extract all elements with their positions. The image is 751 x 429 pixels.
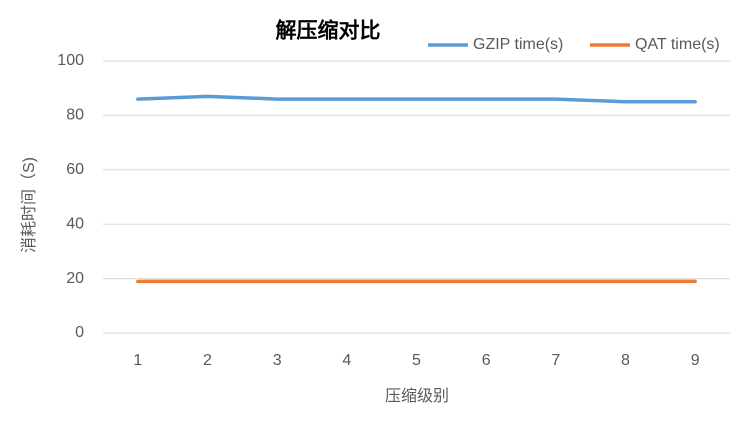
x-tick-label: 5 [412, 352, 421, 369]
x-tick-label: 3 [273, 352, 282, 369]
x-tick-label: 8 [621, 352, 630, 369]
y-tick-label: 0 [75, 324, 84, 341]
y-tick-label: 80 [66, 107, 84, 124]
x-tick-label: 6 [482, 352, 491, 369]
x-tick-label: 7 [551, 352, 560, 369]
x-tick-label: 9 [691, 352, 700, 369]
y-tick-label: 100 [57, 52, 84, 69]
x-tick-label: 1 [133, 352, 142, 369]
y-axis-label: 消耗时间（S) [20, 157, 38, 253]
chart-title: 解压缩对比 [276, 19, 381, 43]
legend-label: QAT time(s) [635, 36, 720, 53]
y-tick-label: 40 [66, 215, 84, 232]
legend-label: GZIP time(s) [473, 36, 563, 53]
x-axis-label: 压缩级别 [385, 387, 449, 405]
x-tick-label: 4 [342, 352, 351, 369]
x-tick-label: 2 [203, 352, 212, 369]
y-tick-label: 60 [66, 161, 84, 178]
series-line [136, 94, 697, 104]
y-tick-label: 20 [66, 270, 84, 287]
